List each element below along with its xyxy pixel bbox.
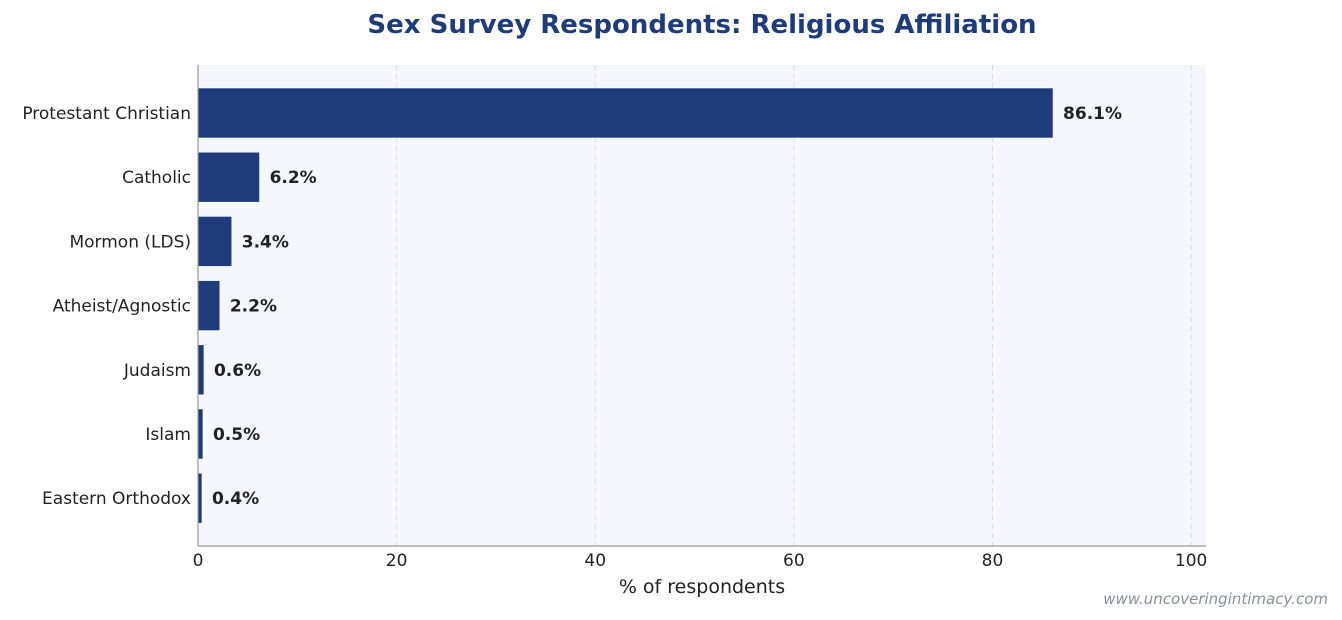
value-label: 0.5% — [213, 425, 260, 445]
bar — [197, 87, 1054, 139]
value-labels: 86.1% 6.2% 3.4% 2.2% 0.6% 0.5% 0.4% — [212, 104, 1122, 509]
x-tick-label: 100 — [1175, 551, 1207, 571]
x-tick-label: 0 — [193, 551, 204, 571]
x-tick-label: 80 — [982, 551, 1004, 571]
x-tick-label: 20 — [386, 551, 408, 571]
value-label: 0.6% — [214, 361, 261, 381]
plot-area — [198, 65, 1206, 546]
watermark: www.uncoveringintimacy.com — [1103, 590, 1328, 608]
value-label: 3.4% — [242, 232, 289, 252]
value-label: 0.4% — [212, 489, 259, 509]
bar — [197, 344, 205, 396]
bar — [197, 408, 204, 460]
x-axis-title: % of respondents — [619, 576, 785, 598]
value-label: 2.2% — [230, 297, 277, 317]
bars — [197, 87, 1054, 524]
bar — [197, 280, 221, 331]
category-label: Islam — [145, 425, 191, 445]
category-label: Eastern Orthodox — [42, 489, 191, 509]
bar — [197, 216, 233, 267]
category-label: Judaism — [123, 361, 191, 381]
category-labels: Protestant Christian Catholic Mormon (LDS)… — [22, 104, 191, 509]
chart-title: Sex Survey Respondents: Religious Affili… — [367, 10, 1036, 40]
value-label: 86.1% — [1063, 104, 1122, 124]
category-label: Protestant Christian — [22, 104, 191, 124]
value-label: 6.2% — [270, 168, 317, 188]
x-tick-label: 60 — [783, 551, 805, 571]
grid-lines — [396, 65, 1192, 546]
x-tick-label: 40 — [584, 551, 606, 571]
bar — [197, 151, 260, 203]
category-label: Catholic — [122, 168, 191, 188]
category-label: Mormon (LDS) — [69, 232, 191, 252]
x-tick-labels: 0 20 40 60 80 100 — [193, 551, 1208, 571]
category-label: Atheist/Agnostic — [53, 297, 191, 317]
